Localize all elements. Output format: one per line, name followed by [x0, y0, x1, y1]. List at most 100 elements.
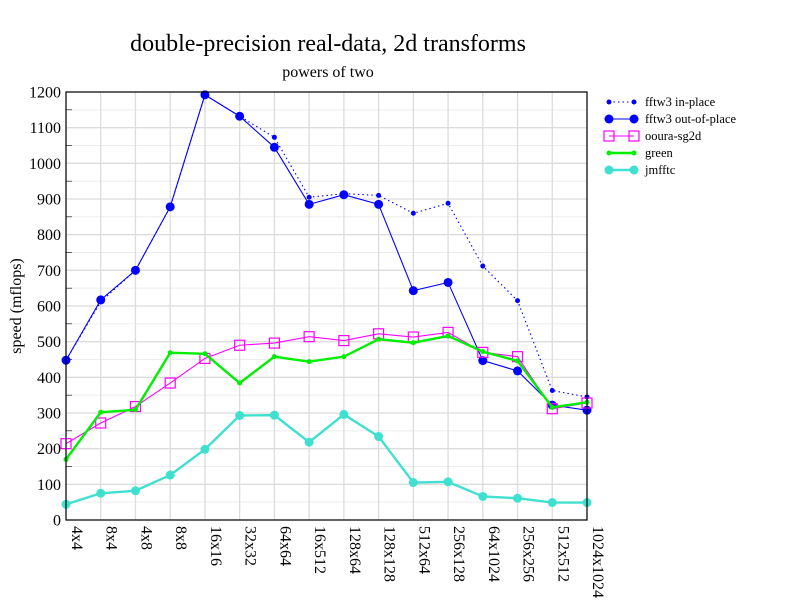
dot-marker: [376, 192, 382, 198]
legend-item: fftw3 in-place: [606, 95, 716, 109]
dot-marker: [515, 358, 521, 364]
dot-marker: [443, 477, 453, 487]
dot-marker: [374, 199, 384, 209]
dot-marker: [629, 114, 639, 124]
x-tick-label: 512x512: [554, 526, 571, 582]
legend-item: green: [606, 146, 674, 160]
dot-marker: [408, 286, 418, 296]
dot-marker: [167, 350, 173, 356]
x-tick-label: 1024x1024: [589, 526, 606, 598]
dot-marker: [480, 263, 486, 269]
dot-marker: [200, 444, 210, 454]
dot-marker: [478, 356, 488, 366]
legend-label: ooura-sg2d: [645, 129, 702, 143]
series-line: [65, 334, 588, 461]
legend-label: fftw3 out-of-place: [645, 112, 737, 126]
dot-marker: [410, 210, 416, 216]
square-marker: [268, 337, 280, 349]
x-tick-label: 8x8: [172, 526, 189, 550]
dot-marker: [130, 265, 140, 275]
y-tick-label: 1000: [29, 156, 61, 173]
x-tick-label: 4x8: [137, 526, 154, 550]
legend-item: jmfftc: [604, 163, 676, 177]
dot-marker: [513, 366, 523, 376]
square-marker: [234, 339, 246, 351]
dot-marker: [98, 409, 104, 415]
dot-marker: [339, 190, 349, 200]
series-line: [65, 94, 588, 398]
y-tick-label: 500: [37, 334, 61, 351]
dot-marker: [306, 194, 312, 200]
dot-marker: [235, 410, 245, 420]
y-tick-label: 200: [37, 441, 61, 458]
dot-marker: [237, 380, 243, 386]
dot-marker: [515, 298, 521, 304]
dot-marker: [480, 349, 486, 355]
dot-marker: [445, 333, 451, 339]
x-tick-label: 512x64: [415, 526, 432, 574]
dot-marker: [443, 277, 453, 287]
dot-marker: [631, 99, 637, 105]
legend: fftw3 in-place fftw3 out-of-place ooura-sg…: [603, 95, 737, 177]
y-tick-label: 0: [53, 513, 61, 530]
dot-marker: [410, 340, 416, 346]
dot-marker: [629, 165, 639, 175]
x-tick-label: 4x4: [68, 526, 85, 550]
legend-label: green: [645, 146, 674, 160]
dot-marker: [132, 407, 138, 413]
dot-marker: [304, 199, 314, 209]
y-axis-label: speed (mflops): [8, 258, 25, 354]
dot-marker: [374, 432, 384, 442]
dot-marker: [271, 134, 277, 140]
dot-marker: [306, 359, 312, 365]
series-line: [65, 331, 588, 445]
square-marker: [164, 377, 176, 389]
y-tick-label: 700: [37, 263, 61, 280]
square-marker: [95, 417, 107, 429]
chart-title: double-precision real-data, 2d transform…: [130, 31, 526, 57]
dot-marker: [96, 295, 106, 305]
dot-marker: [165, 470, 175, 480]
y-tick-label: 800: [37, 227, 61, 244]
dot-marker: [341, 354, 347, 360]
dot-marker: [478, 491, 488, 501]
dot-marker: [304, 437, 314, 447]
dot-marker: [547, 498, 557, 508]
series-green: [63, 333, 590, 462]
x-tick-label: 16x16: [207, 526, 224, 566]
dot-marker: [271, 354, 277, 360]
dot-marker: [339, 409, 349, 419]
y-tick-label: 400: [37, 370, 61, 387]
square-marker: [546, 403, 558, 415]
plot-frame: [65, 91, 588, 521]
series-jmfftc: [61, 409, 592, 509]
y-ticks: 0 100 200 300 400 500 600 700 800 900 1000 1100 1200: [29, 85, 72, 530]
legend-label: fftw3 in-place: [645, 95, 716, 109]
dot-marker: [376, 336, 382, 342]
series-fftw3-out-of-place: [61, 90, 592, 415]
dot-marker: [408, 478, 418, 488]
chart-subtitle: powers of two: [282, 64, 374, 81]
series-line: [65, 94, 588, 411]
grid: [65, 91, 588, 521]
dot-marker: [445, 200, 451, 206]
dot-marker: [202, 351, 208, 357]
x-tick-label: 16x512: [311, 526, 328, 574]
dot-marker: [549, 404, 555, 410]
dot-marker: [235, 111, 245, 121]
series-line: [65, 412, 587, 506]
dot-marker: [549, 388, 555, 394]
legend-item: ooura-sg2d: [603, 129, 702, 143]
y-tick-label: 900: [37, 192, 61, 209]
x-tick-label: 8x4: [103, 526, 120, 550]
dot-marker: [631, 150, 637, 156]
dot-marker: [604, 114, 614, 124]
x-tick-label: 256x128: [450, 526, 467, 582]
dot-marker: [200, 90, 210, 100]
dot-marker: [269, 142, 279, 152]
square-marker: [603, 130, 615, 142]
dot-marker: [604, 165, 614, 175]
dot-marker: [513, 493, 523, 503]
y-tick-label: 1200: [29, 85, 61, 102]
y-tick-label: 100: [37, 477, 61, 494]
